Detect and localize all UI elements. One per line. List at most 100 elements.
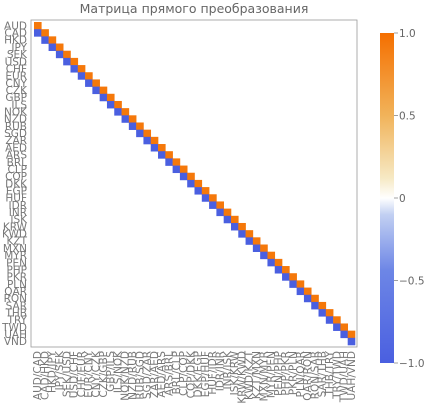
cell-negative-USD-SEK-USD [63,57,71,66]
column-tick-labels: AUD/CADCAD/HKDHKD/JPYJPY/SEKSEK/USDUSD/C… [32,350,358,404]
cell-positive-DKK-DKK-EGP [194,179,203,188]
row-label-vnd: VND [4,336,27,348]
row-label-jpy: JPY [10,42,27,54]
row-label-clp: CLP [7,164,27,176]
cell-positive-COP-COP-DKK [187,172,195,181]
row-label-pkr: PKR [6,272,27,284]
cell-negative-PHP-PEN-PHP [274,266,283,274]
cell-negative-VND-UAH-VND [347,337,356,346]
cell-negative-CNY-EUR-CNY [85,79,93,87]
cell-positive-IDR-IDR-INR [216,201,224,209]
col-label-rub-sgd: RUB/SGD [134,351,146,400]
row-label-mxn: MXN [3,243,27,255]
colorbar-tick-label: −0.5 [399,276,425,288]
cell-positive-CLP-CLP-COP [179,165,188,174]
row-label-uah: UAH [4,329,27,341]
col-label-thb-try: THB/TRY [324,350,336,396]
cell-negative-CLP-BRL-CLP [172,165,181,174]
cell-positive-MYR-MYR-PEN [267,251,276,260]
cell-positive-CAD-CAD-HKD [41,29,49,37]
cell-positive-ARS-ARS-BRL [165,151,173,159]
col-label-sgd-zar: SGD/ZAR [142,351,154,399]
cell-positive-EUR-EUR-CNY [85,72,93,80]
row-label-idr: IDR [9,200,27,212]
colorbar-tick-label: 0 [399,193,406,205]
heatmap-cells [34,22,356,346]
cell-negative-ARS-AED-ARS [158,151,166,159]
row-label-try: TRY [7,315,28,327]
cell-negative-PKR-PHP-PKR [282,273,290,281]
col-label-sek-usd: SEK/USD [61,351,73,397]
colorbar-tick-label: 0.5 [399,111,416,123]
cell-positive-ISK-ISK-KRW [230,215,239,224]
col-label-ars-brl: ARS/BRL [163,351,175,396]
cell-negative-BRL-ARS-BRL [165,158,173,166]
col-label-isk-krw: ISK/KRW [229,350,241,395]
col-label-nzd-rub: NZD/RUB [127,351,139,400]
cell-positive-MXN-MXN-MYR [260,244,268,252]
cell-negative-DKK-COP-DKK [187,179,195,188]
cell-positive-INR-INR-ISK [223,208,232,217]
cell-positive-HUF-HUF-IDR [209,194,217,202]
col-label-cny-czk: CNY/CZK [91,350,103,398]
cell-positive-SGD-SGD-ZAR [143,129,152,138]
col-label-czk-gbp: CZK/GBP [98,351,110,398]
cell-negative-TRY-THB-TRY [325,316,334,324]
cell-positive-KZT-KZT-MXN [252,237,261,245]
row-label-brl: BRL [7,157,27,169]
cell-negative-THB-SAR-THB [318,309,327,317]
cell-positive-UAH-UAH-VND [347,330,356,339]
cell-negative-IDR-HUF-IDR [209,201,217,209]
cell-negative-EGP-DKK-EGP [194,187,203,195]
cell-positive-NZD-NZD-RUB [128,115,137,123]
cell-negative-PLN-PKR-PLN [289,280,297,288]
cell-negative-AED-ZAR-AED [150,144,159,152]
cell-negative-KZT-KWD-KZT [245,237,254,245]
col-label-clp-cop: CLP/COP [178,351,190,396]
col-label-aed-ars: AED/ARS [156,351,168,398]
chart-title: Матрица прямого преобразования [80,1,309,16]
col-label-qar-ron: QAR/RON [302,351,314,401]
cell-negative-JPY-HKD-JPY [48,43,57,52]
cell-positive-TRY-TRY-TWD [333,316,341,324]
row-tick-labels: AUDCADHKDJPYSEKUSDCHFEURCNYCZKGBPILSNOKN… [1,20,28,348]
cell-negative-UAH-TWD-UAH [340,330,349,339]
col-label-uah-vnd: UAH/VND [346,351,358,400]
cell-negative-TWD-TRY-TWD [333,323,341,331]
cell-positive-ILS-ILS-NOK [114,100,122,109]
row-label-qar: QAR [4,286,27,298]
cell-positive-RUB-RUB-SGD [136,122,144,130]
cell-positive-KRW-KRW-KWD [238,222,246,231]
cell-negative-INR-IDR-INR [216,208,224,217]
colorbar-ticks: 1.0 0.5 0 −0.5 −1.0 [394,28,425,370]
cell-positive-SAR-SAR-THB [318,301,327,310]
row-label-kwd: KWD [2,229,27,241]
row-label-ars: ARS [6,150,27,162]
col-label-cad-hkd: CAD/HKD [39,351,51,400]
col-label-krw-kwd: KRW/KWD [236,351,248,404]
cell-positive-AUD-AUD-CAD [34,22,42,30]
row-label-inr: INR [9,207,27,219]
row-label-sar: SAR [6,300,27,312]
row-label-huf: HUF [5,193,27,205]
row-label-myr: MYR [4,250,27,262]
col-label-cop-dkk: COP/DKK [185,350,197,398]
cell-positive-GBP-GBP-ILS [106,93,115,102]
cell-negative-SEK-JPY-SEK [55,50,64,59]
col-label-twd-uah: TWD/UAH [339,351,351,403]
cell-negative-COP-CLP-COP [179,172,188,181]
cell-positive-ZAR-ZAR-AED [150,136,159,145]
col-label-usd-chf: USD/CHF [69,351,81,398]
cell-negative-PEN-MYR-PEN [267,258,276,267]
col-label-jpy-sek: JPY/SEK [54,350,66,391]
col-label-kzt-mxn: KZT/MXN [251,351,263,399]
col-label-try-twd: TRY/TWD [331,351,343,400]
row-label-ron: RON [4,293,27,305]
cell-negative-GBP-CZK-GBP [99,93,108,102]
col-label-php-pkr: PHP/PKR [280,351,292,396]
cell-negative-SAR-RON-SAR [311,301,319,310]
cell-positive-PLN-PLN-QAR [296,280,305,288]
cell-negative-EUR-CHF-EUR [77,72,86,80]
cell-negative-QAR-PLN-QAR [296,287,305,296]
